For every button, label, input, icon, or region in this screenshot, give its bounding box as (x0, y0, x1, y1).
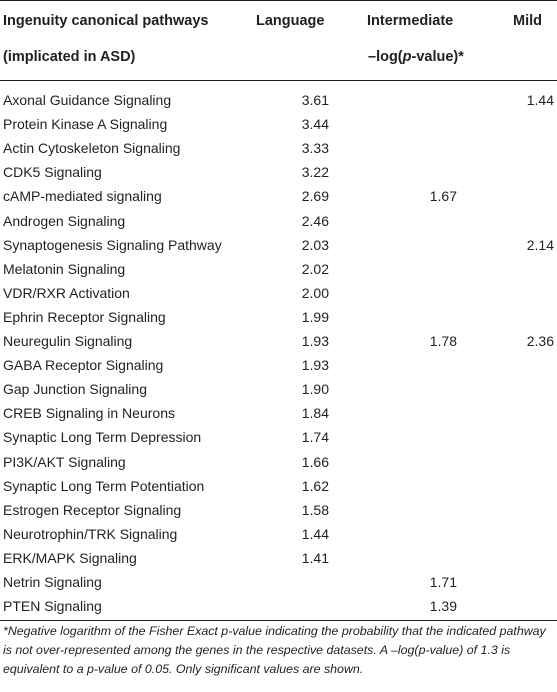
table-row: Neuregulin Signaling 1.93 1.78 2.36 (0, 329, 557, 353)
language-value-cell: 1.93 (301, 333, 329, 349)
language-value-cell: 2.02 (301, 260, 329, 277)
table-row: Synaptogenesis Signaling Pathway 2.03 2.14 (0, 233, 557, 257)
mild-value-cell: 2.14 (526, 236, 554, 253)
table-header-rule (0, 80, 557, 81)
column-header-pathways: Ingenuity canonical pathways (3, 13, 209, 29)
language-value-cell: 1.99 (301, 308, 329, 325)
table-row: CREB Signaling in Neurons 1.84 (0, 401, 557, 425)
table-header-row-2: (implicated in ASD) –log(p-value)* (0, 45, 557, 69)
pathway-name-cell: Androgen Signaling (3, 212, 126, 229)
value-unit-header: –log(p-value)* (368, 45, 464, 69)
table-row: Gap Junction Signaling 1.90 (0, 377, 557, 401)
table-row: GABA Receptor Signaling 1.93 (0, 353, 557, 377)
table-row: Synaptic Long Term Potentiation 1.62 (0, 474, 557, 498)
table-row: Neurotrophin/TRK Signaling 1.44 (0, 522, 557, 546)
intermediate-value-cell: 1.67 (429, 188, 457, 205)
table-row: Axonal Guidance Signaling 3.61 1.44 (0, 88, 557, 112)
pathway-name-cell: Neuregulin Signaling (3, 333, 133, 349)
pathway-name-cell: Synaptic Long Term Potentiation (3, 477, 205, 494)
pathway-name-cell: cAMP-mediated signaling (3, 188, 162, 205)
pathway-name-cell: GABA Receptor Signaling (3, 357, 164, 374)
language-value-cell: 1.41 (301, 549, 329, 566)
pathway-name-cell: Neurotrophin/TRK Signaling (3, 525, 178, 542)
table-row: Androgen Signaling 2.46 (0, 209, 557, 233)
table-row: PTEN Signaling 1.39 (0, 594, 557, 618)
pathway-name-cell: Axonal Guidance Signaling (3, 92, 172, 108)
language-value-cell: 3.61 (301, 92, 329, 108)
table-row: cAMP-mediated signaling 2.69 1.67 (0, 184, 557, 208)
pathway-name-cell: Synaptogenesis Signaling Pathway (3, 236, 222, 253)
table-row: Melatonin Signaling 2.02 (0, 257, 557, 281)
pathway-name-cell: CDK5 Signaling (3, 164, 102, 181)
table-row: Ephrin Receptor Signaling 1.99 (0, 305, 557, 329)
intermediate-value-cell: 1.71 (429, 574, 457, 590)
pathway-name-cell: Synaptic Long Term Depression (3, 429, 202, 446)
table-top-rule (0, 0, 557, 1)
pathway-name-cell: CREB Signaling in Neurons (3, 405, 175, 422)
table-row: Synaptic Long Term Depression 1.74 (0, 425, 557, 449)
pathway-name-cell: VDR/RXR Activation (3, 284, 130, 301)
column-header-mild: Mild (513, 13, 542, 29)
table-row: Estrogen Receptor Signaling 1.58 (0, 498, 557, 522)
table-row: Protein Kinase A Signaling 3.44 (0, 112, 557, 136)
column-header-pathways-subtitle: (implicated in ASD) (3, 49, 136, 65)
language-value-cell: 2.69 (301, 188, 329, 205)
column-header-intermediate: Intermediate (367, 13, 454, 29)
table-row: CDK5 Signaling 3.22 (0, 160, 557, 184)
pathway-name-cell: Actin Cytoskeleton Signaling (3, 140, 181, 157)
language-value-cell: 1.58 (301, 501, 329, 518)
pathway-name-cell: PI3K/AKT Signaling (3, 453, 126, 470)
intermediate-value-cell: 1.78 (429, 333, 457, 349)
column-header-language: Language (256, 13, 325, 29)
language-value-cell: 3.33 (301, 140, 329, 157)
table-row: Netrin Signaling 1.71 (0, 570, 557, 594)
pathway-name-cell: ERK/MAPK Signaling (3, 549, 137, 566)
table-bottom-rule (0, 620, 557, 621)
pathway-name-cell: PTEN Signaling (3, 598, 102, 615)
table-row: Actin Cytoskeleton Signaling 3.33 (0, 136, 557, 160)
unit-suffix: -value)* (411, 49, 464, 65)
table-row: VDR/RXR Activation 2.00 (0, 281, 557, 305)
table-row: ERK/MAPK Signaling 1.41 (0, 546, 557, 570)
language-value-cell: 1.93 (301, 357, 329, 374)
language-value-cell: 3.22 (301, 164, 329, 181)
unit-italic-p: p (402, 49, 412, 65)
pathway-name-cell: Netrin Signaling (3, 574, 102, 590)
pathway-name-cell: Ephrin Receptor Signaling (3, 308, 166, 325)
pathway-name-cell: Melatonin Signaling (3, 260, 126, 277)
language-value-cell: 1.74 (301, 429, 329, 446)
language-value-cell: 2.03 (301, 236, 329, 253)
mild-value-cell: 1.44 (526, 92, 554, 108)
language-value-cell: 2.46 (301, 212, 329, 229)
language-value-cell: 2.00 (301, 284, 329, 301)
language-value-cell: 1.62 (301, 477, 329, 494)
pathway-name-cell: Gap Junction Signaling (3, 381, 147, 398)
table-header-row-1: Ingenuity canonical pathways Language In… (0, 9, 557, 33)
intermediate-value-cell: 1.39 (429, 598, 457, 615)
pathway-name-cell: Estrogen Receptor Signaling (3, 501, 182, 518)
language-value-cell: 3.44 (301, 116, 329, 133)
table-row: PI3K/AKT Signaling 1.66 (0, 450, 557, 474)
language-value-cell: 1.90 (301, 381, 329, 398)
table-footnote: *Negative logarithm of the Fisher Exact … (3, 624, 546, 676)
language-value-cell: 1.84 (301, 405, 329, 422)
unit-prefix: –log( (368, 49, 403, 65)
mild-value-cell: 2.36 (526, 333, 554, 349)
pathway-name-cell: Protein Kinase A Signaling (3, 116, 168, 133)
language-value-cell: 1.66 (301, 453, 329, 470)
language-value-cell: 1.44 (301, 525, 329, 542)
